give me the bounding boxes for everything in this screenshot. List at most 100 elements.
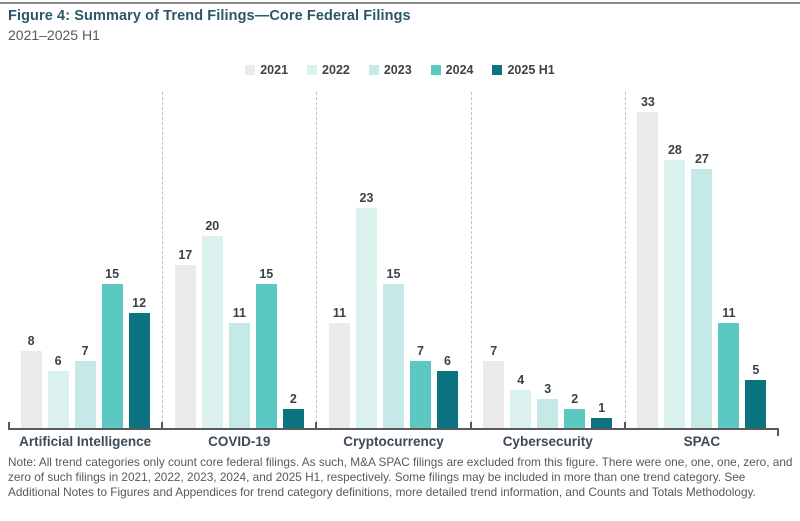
bar-value-label: 15 bbox=[259, 267, 274, 281]
bar-2023-spac bbox=[691, 169, 713, 428]
bar-value-label: 20 bbox=[205, 219, 220, 233]
bar-group-artificial-intelligence: 8 6 7 15 12 bbox=[8, 90, 162, 428]
bar-value-label: 6 bbox=[54, 354, 62, 368]
bar-value-label: 17 bbox=[178, 248, 193, 262]
bar-value-label: 15 bbox=[105, 267, 120, 281]
chart-plot-area: 8 6 7 15 12 17 20 11 15 2 11 23 15 7 6 7 4 3 2 1 33 28 27 11 5 bbox=[8, 90, 779, 436]
bar-2024-artificial-intelligence bbox=[101, 284, 123, 428]
figure-note: Note: All trend categories only count co… bbox=[8, 455, 793, 499]
bar-value-label: 2 bbox=[289, 392, 297, 406]
bar-value-label: 5 bbox=[752, 363, 760, 377]
category-label-spac: SPAC bbox=[683, 434, 721, 449]
bar-2022-spac bbox=[664, 160, 686, 428]
bar-2022-cybersecurity bbox=[510, 390, 532, 428]
legend-swatch-2022 bbox=[307, 65, 318, 75]
category-label-cryptocurrency: Cryptocurrency bbox=[343, 434, 444, 449]
bar-value-label: 3 bbox=[544, 382, 552, 396]
category-label-cybersecurity: Cybersecurity bbox=[502, 434, 593, 449]
bar-value-label: 11 bbox=[332, 306, 347, 320]
bar-2023-artificial-intelligence bbox=[74, 361, 96, 428]
bar-2024-cryptocurrency bbox=[410, 361, 431, 428]
bar-2021-cybersecurity bbox=[483, 361, 505, 428]
legend-item-2022: 2022 bbox=[307, 63, 350, 77]
bar-2025-h1-spac bbox=[745, 380, 767, 428]
bar-2022-artificial-intelligence bbox=[47, 371, 69, 428]
bar-col-2023-spac: 27 bbox=[691, 152, 713, 428]
x-axis-tick bbox=[8, 422, 10, 428]
group-separator-dashed-line bbox=[316, 92, 318, 428]
bar-col-2022-covid-19: 20 bbox=[201, 219, 223, 428]
figure-title: Figure 4: Summary of Trend Filings—Core … bbox=[8, 8, 411, 24]
legend-label-2025-h1: 2025 H1 bbox=[507, 63, 555, 77]
legend-swatch-2024 bbox=[430, 65, 441, 75]
bar-value-label: 23 bbox=[359, 191, 374, 205]
legend-swatch-2023 bbox=[368, 65, 379, 75]
bar-2023-cryptocurrency bbox=[383, 284, 404, 428]
bar-value-label: 27 bbox=[694, 152, 709, 166]
bar-col-2024-cybersecurity: 2 bbox=[564, 392, 586, 428]
bar-value-label: 7 bbox=[490, 344, 498, 358]
x-axis-tick bbox=[623, 422, 626, 428]
legend-item-2021: 2021 bbox=[245, 63, 288, 77]
bar-2024-cybersecurity bbox=[564, 409, 586, 428]
bar-value-label: 15 bbox=[386, 267, 401, 281]
bar-2024-spac bbox=[718, 323, 740, 428]
x-axis-tick bbox=[315, 422, 318, 428]
bar-2023-covid-19 bbox=[228, 323, 250, 428]
chart-legend: 2021 2022 2023 2024 2025 H1 bbox=[0, 63, 800, 77]
category-label-covid-19: COVID-19 bbox=[208, 434, 271, 449]
bar-2024-covid-19 bbox=[255, 284, 277, 428]
bar-value-label: 28 bbox=[667, 143, 682, 157]
legend-label-2023: 2023 bbox=[383, 63, 412, 77]
bar-2021-spac bbox=[637, 112, 659, 428]
bar-col-2024-cryptocurrency: 7 bbox=[410, 344, 431, 428]
legend-swatch-2021 bbox=[245, 65, 256, 75]
bar-col-2021-covid-19: 17 bbox=[174, 248, 196, 428]
bar-col-2022-cryptocurrency: 23 bbox=[356, 191, 377, 428]
bar-2021-covid-19 bbox=[174, 265, 196, 428]
bar-value-label: 6 bbox=[444, 354, 451, 368]
bar-2025-h1-cybersecurity bbox=[591, 418, 613, 428]
legend-item-2023: 2023 bbox=[368, 63, 412, 77]
bar-value-label: 12 bbox=[132, 296, 147, 310]
category-label-artificial-intelligence: Artificial Intelligence bbox=[19, 434, 152, 449]
bar-2021-artificial-intelligence bbox=[20, 351, 42, 428]
legend-label-2021: 2021 bbox=[260, 63, 289, 77]
bar-group-cryptocurrency: 11 23 15 7 6 bbox=[316, 90, 470, 428]
bar-2022-covid-19 bbox=[201, 236, 223, 428]
group-separator-dashed-line bbox=[162, 92, 164, 428]
x-axis-tick bbox=[469, 422, 472, 428]
bar-2025-h1-covid-19 bbox=[282, 409, 304, 428]
bar-col-2023-cybersecurity: 3 bbox=[537, 382, 559, 428]
top-divider-rule bbox=[0, 2, 800, 4]
bar-col-2024-artificial-intelligence: 15 bbox=[101, 267, 123, 428]
bar-value-label: 33 bbox=[640, 95, 655, 109]
bar-group-covid-19: 17 20 11 15 2 bbox=[162, 90, 316, 428]
bar-col-2021-spac: 33 bbox=[637, 95, 659, 428]
bar-2023-cybersecurity bbox=[537, 399, 559, 428]
bar-col-2023-covid-19: 11 bbox=[228, 306, 250, 428]
group-separator-dashed-line bbox=[470, 92, 472, 428]
bar-col-2025-h1-covid-19: 2 bbox=[282, 392, 304, 428]
legend-swatch-2025-h1 bbox=[492, 65, 503, 75]
bar-value-label: 2 bbox=[571, 392, 579, 406]
x-axis-line bbox=[8, 428, 779, 430]
bar-col-2021-cybersecurity: 7 bbox=[483, 344, 505, 428]
bar-value-label: 1 bbox=[598, 401, 606, 415]
legend-item-2025-h1: 2025 H1 bbox=[492, 63, 555, 77]
bar-col-2021-artificial-intelligence: 8 bbox=[20, 334, 42, 428]
bar-2021-cryptocurrency bbox=[329, 323, 350, 428]
legend-label-2022: 2022 bbox=[322, 63, 350, 77]
bar-col-2022-cybersecurity: 4 bbox=[510, 373, 532, 428]
bar-group-cybersecurity: 7 4 3 2 1 bbox=[471, 90, 625, 428]
bar-col-2021-cryptocurrency: 11 bbox=[329, 306, 350, 428]
legend-item-2024: 2024 bbox=[430, 63, 473, 77]
bar-value-label: 7 bbox=[417, 344, 424, 358]
bar-col-2023-cryptocurrency: 15 bbox=[383, 267, 404, 428]
x-axis-tick bbox=[161, 422, 164, 428]
x-axis-tick bbox=[777, 430, 779, 436]
bar-value-label: 8 bbox=[27, 334, 35, 348]
bar-value-label: 7 bbox=[81, 344, 89, 358]
group-separator-dashed-line bbox=[624, 92, 626, 428]
